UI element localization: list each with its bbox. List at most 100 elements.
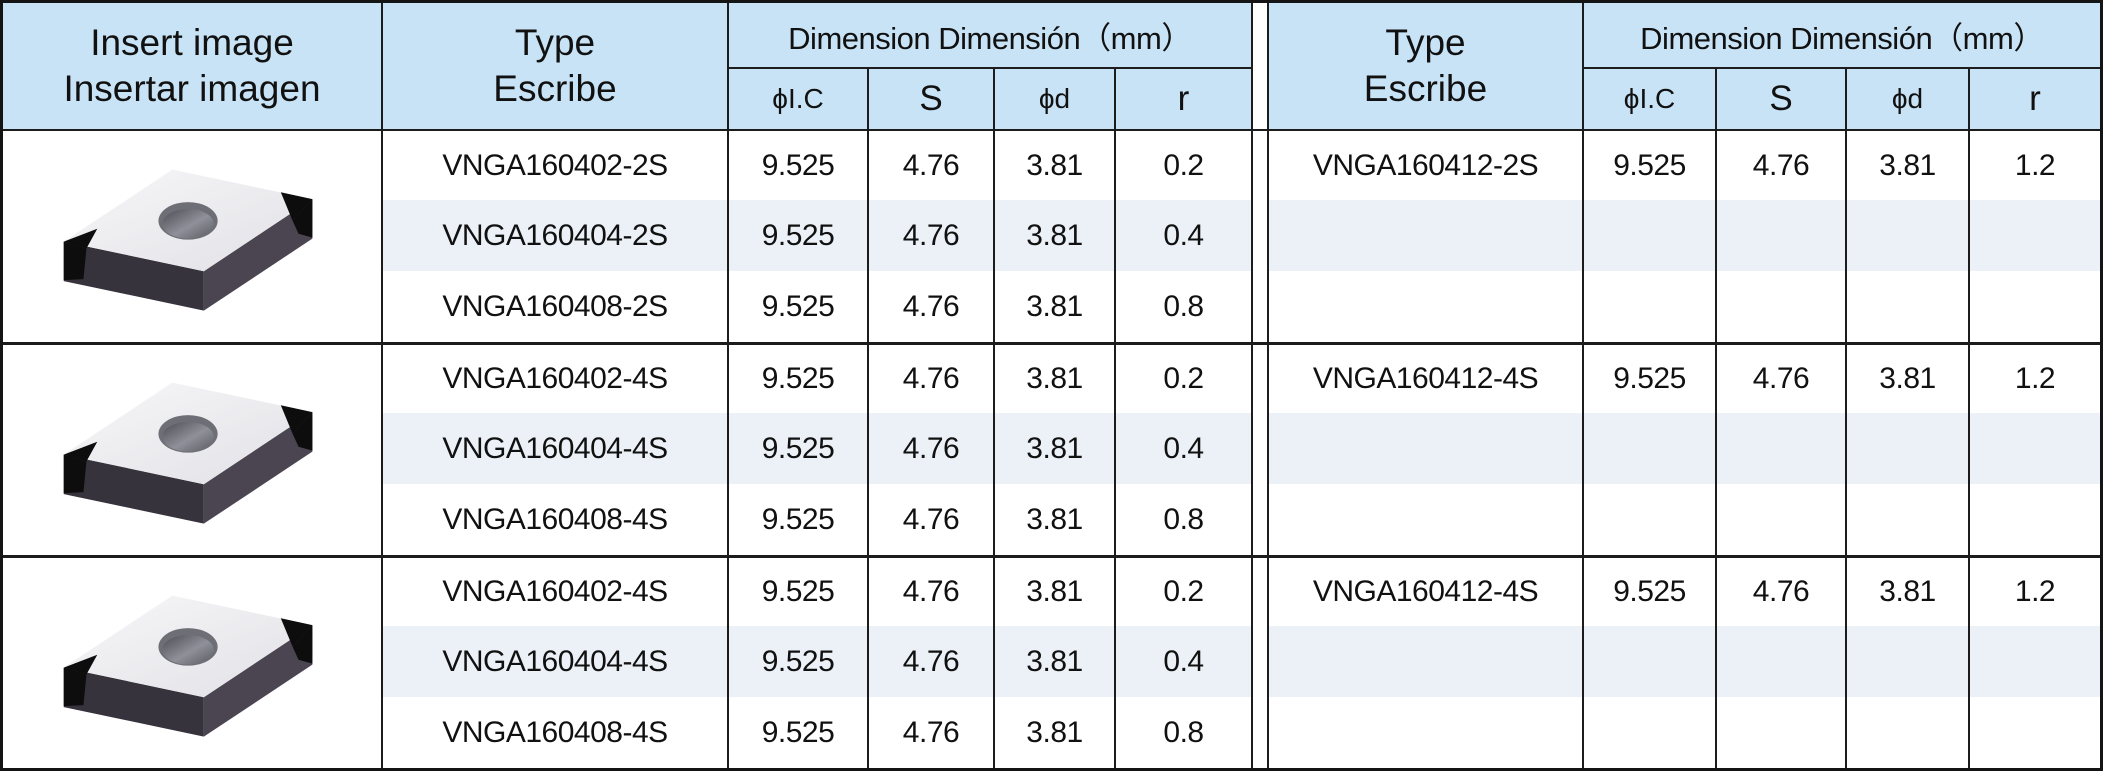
type-header-right-es: Escribe [1363, 68, 1488, 109]
type-header-left-es: Escribe [493, 68, 617, 109]
col-header-s-left: S [867, 67, 993, 129]
left-ic-cell: 9.525 [727, 626, 867, 697]
right-s-cell [1715, 697, 1845, 768]
left-ic-cell: 9.525 [727, 129, 867, 200]
right-type-cell: VNGA160412-4S [1269, 342, 1582, 413]
left-type-cell: VNGA160402-4S [381, 555, 727, 626]
right-ic-cell: 9.525 [1582, 342, 1715, 413]
left-s-cell: 4.76 [867, 484, 993, 555]
left-ic-cell: 9.525 [727, 484, 867, 555]
left-d-cell: 3.81 [993, 555, 1114, 626]
right-d-cell [1845, 484, 1968, 555]
left-type-cell: VNGA160408-4S [381, 484, 727, 555]
col-header-d-right: ϕd [1845, 67, 1968, 129]
left-ic-cell: 9.525 [727, 271, 867, 342]
left-ic-cell: 9.525 [727, 342, 867, 413]
right-type-cell [1269, 271, 1582, 342]
left-r-cell: 0.8 [1114, 271, 1251, 342]
right-r-cell [1968, 271, 2100, 342]
left-r-cell: 0.2 [1114, 129, 1251, 200]
left-d-cell: 3.81 [993, 200, 1114, 271]
right-d-cell [1845, 413, 1968, 484]
left-d-cell: 3.81 [993, 484, 1114, 555]
table-divider [1251, 3, 1269, 129]
left-s-cell: 4.76 [867, 413, 993, 484]
type-header-right-en: Type [1385, 21, 1466, 63]
table-divider [1251, 555, 1269, 768]
vnga-insert-image [63, 169, 313, 311]
right-r-cell: 1.2 [1968, 555, 2100, 626]
left-type-cell: VNGA160404-2S [381, 200, 727, 271]
right-d-cell: 3.81 [1845, 555, 1968, 626]
right-type-cell: VNGA160412-2S [1269, 129, 1582, 200]
col-header-r-right: r [1968, 67, 2100, 129]
left-s-cell: 4.76 [867, 271, 993, 342]
left-s-cell: 4.76 [867, 342, 993, 413]
left-r-cell: 0.2 [1114, 342, 1251, 413]
right-ic-cell [1582, 626, 1715, 697]
left-type-cell: VNGA160402-2S [381, 129, 727, 200]
left-type-cell: VNGA160408-4S [381, 697, 727, 768]
left-r-cell: 0.4 [1114, 200, 1251, 271]
right-ic-cell [1582, 413, 1715, 484]
left-ic-cell: 9.525 [727, 555, 867, 626]
col-header-r-left: r [1114, 67, 1251, 129]
type-header-left-en: Type [514, 21, 596, 63]
right-s-cell [1715, 271, 1845, 342]
right-r-cell [1968, 484, 2100, 555]
left-s-cell: 4.76 [867, 555, 993, 626]
dimension-title-right: Dimension Dimensión（mm） [1582, 3, 2100, 67]
insert-image-header: Insert image Insertar imagen [3, 3, 381, 129]
col-header-d-left: ϕd [993, 67, 1114, 129]
right-r-cell [1968, 413, 2100, 484]
vnga-insert-image [63, 595, 313, 737]
right-r-cell: 1.2 [1968, 342, 2100, 413]
right-r-cell [1968, 697, 2100, 768]
right-s-cell [1715, 200, 1845, 271]
right-ic-cell [1582, 271, 1715, 342]
insert-image-cell [3, 129, 381, 342]
col-header-s-right: S [1715, 67, 1845, 129]
right-ic-cell [1582, 697, 1715, 768]
right-type-cell [1269, 697, 1582, 768]
right-ic-cell: 9.525 [1582, 129, 1715, 200]
left-type-cell: VNGA160404-4S [381, 626, 727, 697]
left-ic-cell: 9.525 [727, 697, 867, 768]
insert-image-cell [3, 342, 381, 555]
right-s-cell: 4.76 [1715, 555, 1845, 626]
right-type-cell [1269, 484, 1582, 555]
left-s-cell: 4.76 [867, 697, 993, 768]
left-d-cell: 3.81 [993, 697, 1114, 768]
right-d-cell: 3.81 [1845, 129, 1968, 200]
left-d-cell: 3.81 [993, 413, 1114, 484]
insert-image-header-es: Insertar imagen [63, 68, 321, 109]
right-ic-cell [1582, 200, 1715, 271]
right-r-cell: 1.2 [1968, 129, 2100, 200]
right-d-cell: 3.81 [1845, 342, 1968, 413]
right-r-cell [1968, 626, 2100, 697]
right-ic-cell: 9.525 [1582, 555, 1715, 626]
right-type-cell [1269, 413, 1582, 484]
right-ic-cell [1582, 484, 1715, 555]
right-s-cell: 4.76 [1715, 342, 1845, 413]
table-divider [1251, 129, 1269, 342]
right-d-cell [1845, 271, 1968, 342]
right-s-cell [1715, 484, 1845, 555]
left-r-cell: 0.4 [1114, 413, 1251, 484]
insert-image-header-en: Insert image [90, 21, 294, 63]
type-header-right: Type Escribe [1269, 3, 1582, 129]
right-r-cell [1968, 200, 2100, 271]
left-type-cell: VNGA160402-4S [381, 342, 727, 413]
right-d-cell [1845, 200, 1968, 271]
left-d-cell: 3.81 [993, 129, 1114, 200]
right-type-cell [1269, 200, 1582, 271]
vnga-insert-image [63, 382, 313, 524]
right-d-cell [1845, 697, 1968, 768]
left-ic-cell: 9.525 [727, 200, 867, 271]
left-r-cell: 0.8 [1114, 484, 1251, 555]
table-divider [1251, 342, 1269, 555]
left-s-cell: 4.76 [867, 626, 993, 697]
insert-image-cell [3, 555, 381, 768]
right-s-cell [1715, 626, 1845, 697]
